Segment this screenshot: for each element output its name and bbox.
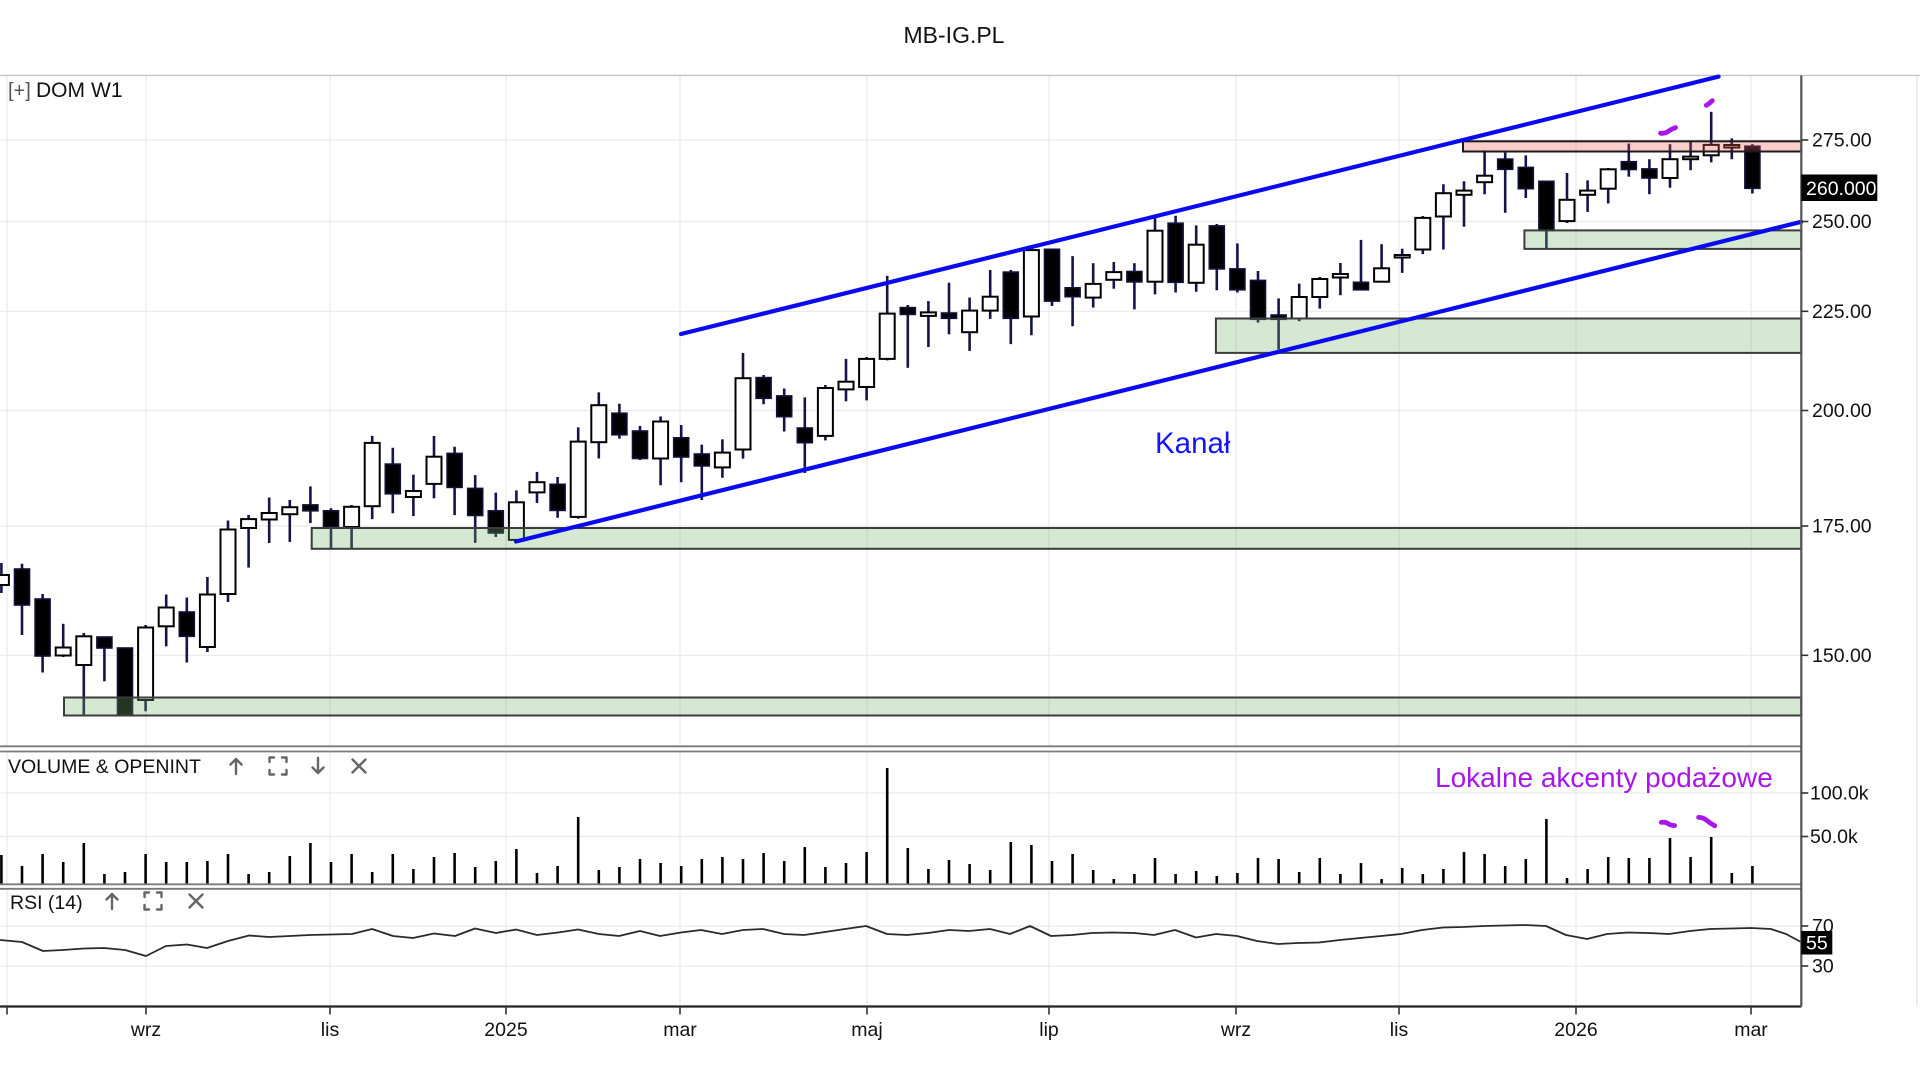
svg-text:Lokalne akcenty podażowe: Lokalne akcenty podażowe <box>1435 762 1773 793</box>
svg-text:2026: 2026 <box>1554 1019 1597 1041</box>
svg-text:lip: lip <box>1039 1019 1059 1041</box>
svg-text:175.00: 175.00 <box>1812 516 1872 538</box>
svg-text:200.00: 200.00 <box>1812 400 1872 422</box>
svg-text:250.00: 250.00 <box>1812 211 1872 233</box>
svg-text:55: 55 <box>1806 933 1828 955</box>
svg-text:maj: maj <box>851 1019 882 1041</box>
svg-text:wrz: wrz <box>130 1019 161 1041</box>
svg-text:DOM: DOM <box>36 79 85 102</box>
svg-text:100.0k: 100.0k <box>1810 783 1869 805</box>
svg-text:[+]: [+] <box>8 80 31 102</box>
svg-text:30: 30 <box>1812 956 1834 978</box>
svg-text:275.00: 275.00 <box>1812 130 1872 152</box>
svg-text:Kanał: Kanał <box>1155 427 1231 460</box>
svg-text:VOLUME & OPENINT: VOLUME & OPENINT <box>8 756 201 778</box>
svg-text:wrz: wrz <box>1220 1019 1251 1041</box>
svg-text:MB-IG.PL: MB-IG.PL <box>904 22 1005 48</box>
svg-text:W1: W1 <box>91 79 123 102</box>
svg-text:150.00: 150.00 <box>1812 645 1872 667</box>
svg-text:225.00: 225.00 <box>1812 301 1872 323</box>
svg-text:50.0k: 50.0k <box>1810 826 1858 848</box>
svg-text:mar: mar <box>663 1019 697 1041</box>
svg-text:RSI (14): RSI (14) <box>10 892 83 914</box>
svg-text:mar: mar <box>1734 1019 1768 1041</box>
svg-text:260.000: 260.000 <box>1806 178 1877 200</box>
svg-text:lis: lis <box>1390 1019 1409 1041</box>
svg-text:2025: 2025 <box>484 1019 528 1041</box>
svg-text:lis: lis <box>321 1019 340 1041</box>
